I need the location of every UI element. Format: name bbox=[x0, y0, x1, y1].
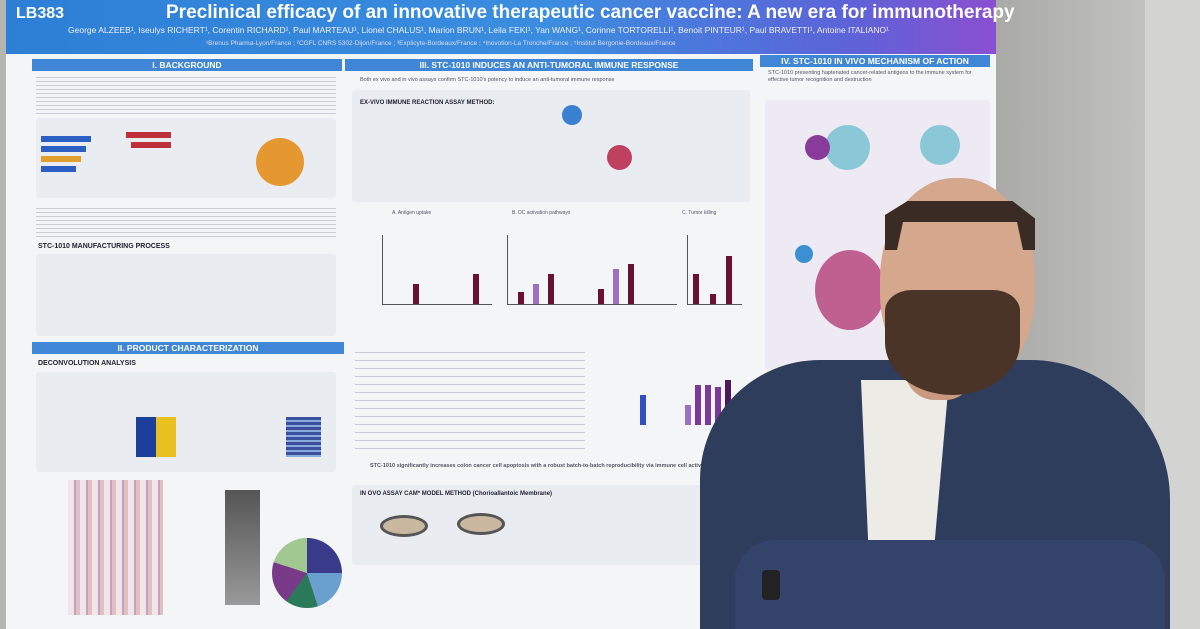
deconvolution-title: DECONVOLUTION ANALYSIS bbox=[38, 360, 136, 367]
results-charts: A. Antigen uptake B. DC activation pathw… bbox=[352, 205, 750, 315]
person-beard bbox=[885, 290, 1020, 395]
panel-label: A. Antigen uptake bbox=[392, 210, 432, 216]
poster-code: LB383 bbox=[16, 5, 65, 22]
section-mechanism: IV. STC-1010 IN VIVO MECHANISM OF ACTION bbox=[760, 55, 990, 67]
exvivo-title: EX-VIVO IMMUNE REACTION ASSAY METHOD: bbox=[360, 100, 495, 106]
background-figure bbox=[36, 118, 336, 198]
exvivo-box: EX-VIVO IMMUNE REACTION ASSAY METHOD: bbox=[352, 90, 750, 202]
background-text bbox=[36, 74, 336, 114]
panel-label: B. DC activation pathways bbox=[512, 210, 571, 216]
poster-header: LB383 Preclinical efficacy of an innovat… bbox=[6, 0, 1015, 54]
pie-chart bbox=[272, 538, 342, 608]
results-notes bbox=[355, 345, 585, 455]
background-summary bbox=[36, 205, 336, 239]
section-background: I. BACKGROUND bbox=[32, 59, 342, 71]
deconvolution-figure bbox=[36, 372, 336, 472]
person-crossed-arms bbox=[735, 540, 1165, 629]
panel-label: C. Tumor killing bbox=[682, 210, 717, 216]
mechanism-text: STC-1010 presenting haptenated cancer-re… bbox=[768, 70, 972, 83]
inovo-title: IN OVO ASSAY CAM* MODEL METHOD (Chorioal… bbox=[360, 491, 553, 497]
heatmap bbox=[68, 480, 163, 615]
poster-title: Preclinical efficacy of an innovative th… bbox=[166, 2, 1015, 23]
section-immune: III. STC-1010 INDUCES AN ANTI-TUMORAL IM… bbox=[345, 59, 753, 71]
pathway-bars bbox=[225, 490, 260, 605]
apoptosis-statement: STC-1010 significantly increases colon c… bbox=[370, 463, 715, 469]
poster-affiliations: ¹Brenus Pharma-Lyon/France ; ²CGFL CNRS … bbox=[206, 40, 676, 47]
manufacturing-diagram bbox=[36, 254, 336, 336]
section-product: II. PRODUCT CHARACTERIZATION bbox=[32, 342, 344, 354]
poster-authors: George ALZEEB¹, Iseulys RICHERT¹, Corent… bbox=[68, 25, 889, 35]
watch-icon bbox=[762, 570, 780, 600]
manufacturing-title: STC-1010 MANUFACTURING PROCESS bbox=[38, 243, 170, 250]
inovo-box: IN OVO ASSAY CAM* MODEL METHOD (Chorioal… bbox=[352, 485, 750, 565]
immune-bullet: Both ex vivo and in vivo assays confirm … bbox=[360, 77, 615, 83]
